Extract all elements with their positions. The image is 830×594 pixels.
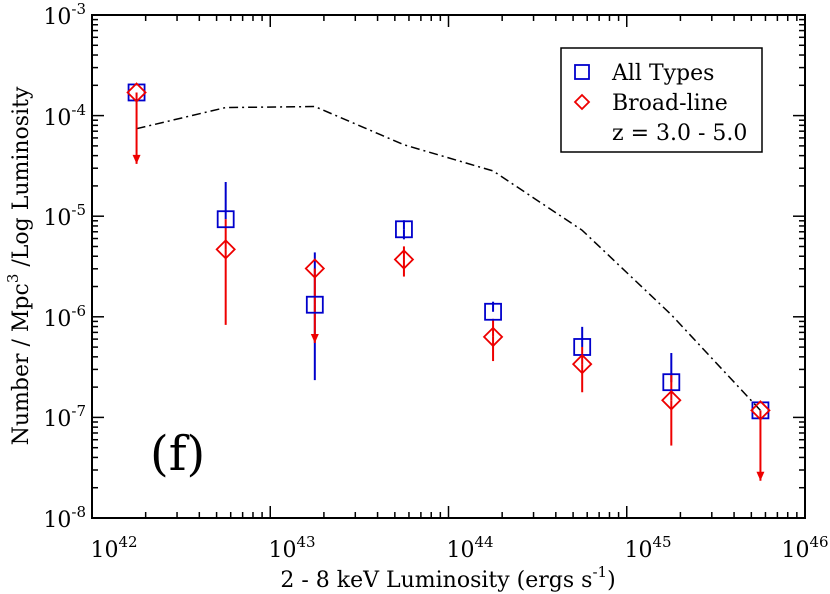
- legend-box: [560, 47, 763, 153]
- all-types-point: [395, 220, 413, 239]
- broad-line-point: [750, 400, 771, 421]
- y-tick-label: 10-7: [43, 402, 86, 432]
- x-tick-labels: 1042 1043 1044 1045 1046: [90, 533, 828, 563]
- y-tick-label: 10-6: [43, 302, 86, 332]
- upper-limit-arrow: [756, 471, 765, 481]
- legend-square-marker: [574, 64, 590, 80]
- all-types-point: [216, 210, 235, 229]
- x-tick-label: 1044: [446, 533, 493, 563]
- upper-limit-arrow: [132, 154, 141, 164]
- legend-label-all-types: All Types: [611, 61, 714, 86]
- y-tick-label: 10-3: [43, 0, 86, 30]
- legend-label-broad-line: Broad-line: [612, 91, 728, 116]
- markers-group: [126, 82, 771, 421]
- y-tick-labels: 10-8 10-7 10-6 10-5 10-4 10-3: [43, 0, 86, 533]
- y-tick-label: 10-5: [43, 201, 86, 231]
- x-axis-title: 2 - 8 keV Luminosity (ergs s-1): [280, 563, 615, 593]
- broad-line-point: [661, 390, 682, 411]
- x-tick-label: 1045: [624, 533, 671, 563]
- all-types-point: [305, 295, 324, 314]
- x-tick-label: 1042: [90, 533, 137, 563]
- model-curve: [136, 105, 761, 411]
- y-tick-label: 10-8: [43, 503, 86, 533]
- broad-line-point: [393, 249, 415, 270]
- error-bars-group: [132, 92, 765, 481]
- broad-line-point: [215, 239, 236, 260]
- broad-line-point: [482, 326, 504, 348]
- upper-limit-arrow: [310, 333, 319, 343]
- model-curve-group: [136, 105, 761, 411]
- y-tick-label: 10-4: [43, 101, 86, 131]
- x-tick-label: 1043: [268, 533, 315, 563]
- y-axis-title: Number / Mpc3 /Log Luminosity: [4, 86, 34, 445]
- all-types-point: [484, 302, 502, 321]
- plot-frame: [91, 14, 806, 519]
- broad-line-point: [126, 82, 147, 103]
- broad-line-point: [571, 353, 593, 375]
- broad-line-point: [304, 258, 326, 279]
- legend-diamond-marker: [573, 93, 591, 111]
- x-tick-label: 1046: [781, 533, 828, 563]
- legend: All Types Broad-line z = 3.0 - 5.0: [560, 47, 763, 153]
- panel-label: (f): [150, 426, 205, 482]
- legend-label-redshift: z = 3.0 - 5.0: [612, 121, 747, 146]
